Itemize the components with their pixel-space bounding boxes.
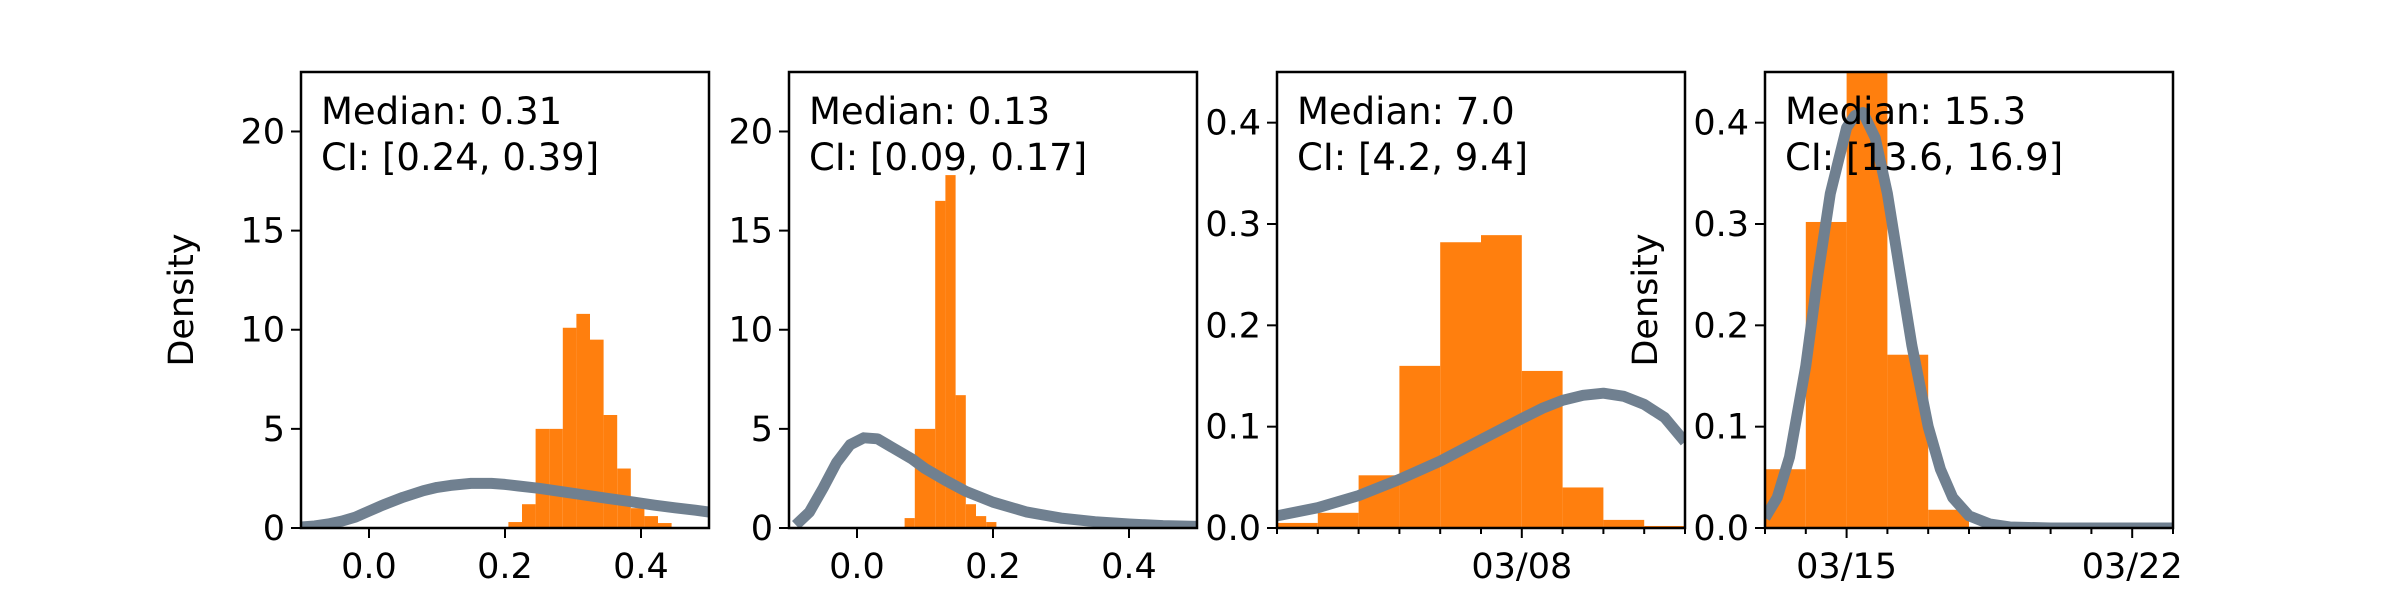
median-annotation: Median: 15.3 — [1785, 90, 2026, 133]
histogram-bar — [1440, 242, 1481, 528]
median-annotation: Median: 0.31 — [321, 90, 562, 133]
histogram-bar — [576, 313, 590, 528]
panel-1: 0 5 10 15 20 0.0 0.2 0.4 Density Median: 0.31CI: … — [162, 70, 711, 587]
y-tick-label: 0 — [751, 509, 773, 549]
histogram-bar — [1521, 370, 1563, 528]
y-tick-label: 5 — [263, 410, 285, 450]
x-tick-label: 0.2 — [477, 547, 533, 587]
ci-annotation: CI: [0.24, 0.39] — [321, 136, 599, 179]
histogram-bar — [935, 200, 946, 528]
histogram-bar — [1603, 519, 1645, 528]
y-tick-label: 0.2 — [1205, 306, 1261, 346]
x-tick-label: 0.4 — [1101, 547, 1157, 587]
density-curve — [301, 477, 709, 528]
histogram-bar — [644, 516, 658, 528]
y-axis-label: Density — [162, 233, 202, 366]
histogram-bar — [965, 504, 976, 528]
median-annotation: Median: 7.0 — [1297, 90, 1515, 133]
panel-4: 0.0 0.1 0.2 0.3 0.4 03/15 03/22 Density Median: … — [1626, 70, 2183, 587]
y-tick-label: 15 — [728, 212, 773, 252]
histogram-bar — [1277, 522, 1318, 528]
plot-area — [1277, 235, 1685, 528]
histogram-bar — [508, 522, 522, 528]
x-tick-label: 0.0 — [829, 547, 885, 587]
histogram-bar — [590, 339, 604, 528]
ci-annotation: CI: [13.6, 16.9] — [1785, 136, 2063, 179]
histogram-bar — [522, 504, 536, 528]
histogram-bar — [976, 516, 987, 528]
median-annotation: Median: 0.13 — [809, 90, 1050, 133]
y-tick-label: 20 — [728, 112, 773, 152]
ci-annotation: CI: [0.09, 0.17] — [809, 136, 1087, 179]
histogram-bar — [1928, 509, 1969, 528]
y-tick-label: 0.1 — [1693, 408, 1749, 448]
x-tick-label: 03/15 — [1796, 547, 1897, 587]
density-curve — [1277, 387, 1685, 522]
y-axis-label: Density — [1626, 233, 1666, 366]
plot-area — [301, 313, 709, 528]
x-tick-label: 0.4 — [613, 547, 669, 587]
y-tick-label: 0.0 — [1693, 509, 1749, 549]
histogram-bar — [1562, 487, 1604, 528]
histogram-bar — [945, 175, 956, 528]
histogram-bar — [1481, 235, 1522, 528]
y-tick-label: 0.1 — [1205, 408, 1261, 448]
y-tick-label: 15 — [240, 212, 285, 252]
plot-area — [792, 175, 1197, 528]
y-tick-label: 5 — [751, 410, 773, 450]
histogram-bar — [1399, 365, 1441, 528]
y-tick-label: 10 — [240, 311, 285, 351]
y-tick-label: 0.0 — [1205, 509, 1261, 549]
histogram-bar — [925, 428, 936, 528]
y-tick-label: 10 — [728, 311, 773, 351]
ci-annotation: CI: [4.2, 9.4] — [1297, 136, 1528, 179]
y-tick-label: 0 — [263, 509, 285, 549]
histogram-bar — [914, 428, 925, 528]
histogram-bar — [603, 414, 618, 528]
x-tick-label: 03/08 — [1471, 547, 1572, 587]
y-tick-label: 0.4 — [1205, 104, 1261, 144]
histogram-bar — [549, 428, 563, 528]
histogram-bar — [904, 518, 915, 528]
y-tick-label: 0.3 — [1205, 205, 1261, 245]
plot-area — [1765, 72, 2173, 528]
histogram-bar — [658, 523, 672, 528]
x-tick-label: 0.2 — [965, 547, 1021, 587]
histogram-bar — [955, 395, 966, 528]
y-tick-label: 20 — [240, 112, 285, 152]
density-curve — [792, 432, 1197, 528]
histogram-bar — [1805, 221, 1847, 528]
histogram-bar — [630, 508, 645, 528]
x-tick-label: 03/22 — [2082, 547, 2183, 587]
histogram-bar — [1317, 512, 1359, 528]
panel-3: 0.0 0.1 0.2 0.3 0.4 03/08 Median: 7.0CI: [4.2,… — [1205, 70, 1687, 587]
y-tick-label: 0.4 — [1693, 104, 1749, 144]
histogram-bar — [562, 327, 577, 528]
y-tick-label: 0.3 — [1693, 205, 1749, 245]
histogram-bar — [986, 522, 997, 528]
x-tick-label: 0.0 — [341, 547, 397, 587]
histogram-bar — [535, 428, 550, 528]
y-tick-label: 0.2 — [1693, 306, 1749, 346]
